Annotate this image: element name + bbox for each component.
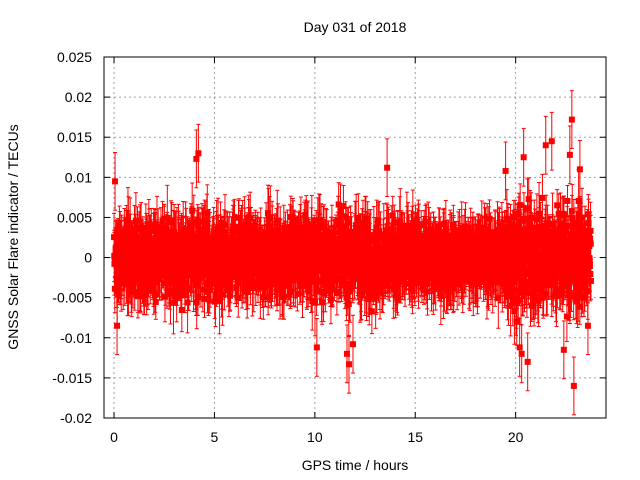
data-point <box>297 276 304 283</box>
data-point <box>233 284 240 291</box>
data-point <box>131 277 138 284</box>
data-point <box>129 268 136 275</box>
data-point <box>277 236 284 243</box>
data-point <box>170 299 177 306</box>
data-point <box>216 297 223 304</box>
data-point <box>221 221 228 228</box>
data-point <box>167 290 174 297</box>
data-point <box>241 258 248 265</box>
data-point <box>151 291 158 298</box>
data-point <box>277 279 284 286</box>
data-point <box>221 278 228 285</box>
data-point <box>220 229 227 236</box>
data-point <box>342 214 349 221</box>
data-point <box>266 223 273 230</box>
data-point <box>204 288 211 295</box>
data-point <box>152 298 159 305</box>
data-point <box>201 295 208 302</box>
data-point <box>328 229 335 236</box>
data-point <box>195 222 202 229</box>
data-point <box>303 216 310 223</box>
data-point <box>178 282 185 289</box>
data-point <box>305 225 312 232</box>
data-point <box>146 231 153 238</box>
data-point <box>297 225 304 232</box>
data-point <box>312 299 319 306</box>
data-point <box>206 234 213 241</box>
data-point <box>287 288 294 295</box>
data-point <box>217 219 224 226</box>
data-point <box>189 207 196 214</box>
data-point <box>143 225 150 232</box>
data-point <box>282 225 289 232</box>
data-point <box>152 245 159 252</box>
data-point <box>183 237 190 244</box>
data-point <box>241 221 248 228</box>
data-point <box>136 240 143 247</box>
data-point <box>318 299 325 306</box>
data-point <box>193 299 200 306</box>
data-point <box>204 210 211 217</box>
data-point <box>136 284 143 291</box>
data-point <box>267 215 274 222</box>
data-point <box>182 292 189 299</box>
data-points <box>111 90 594 416</box>
data-point <box>338 279 345 286</box>
data-point <box>257 232 264 239</box>
data-point <box>251 269 258 276</box>
data-point <box>192 281 199 288</box>
data-point <box>320 224 327 231</box>
data-point <box>340 203 347 210</box>
data-point <box>235 294 242 301</box>
data-point <box>299 282 306 289</box>
data-point <box>335 217 342 224</box>
data-point <box>171 237 178 244</box>
data-point <box>211 298 218 305</box>
data-point <box>147 259 154 266</box>
data-point <box>329 270 336 277</box>
data-point <box>197 226 204 233</box>
data-point <box>140 286 147 293</box>
data-point <box>300 273 307 280</box>
data-point <box>264 210 271 217</box>
data-point <box>311 230 318 237</box>
data-point <box>114 288 121 295</box>
data-point <box>247 215 254 222</box>
data-point <box>320 290 327 297</box>
data-point <box>188 225 195 232</box>
data-point <box>252 282 259 289</box>
data-point <box>318 219 325 226</box>
data-point <box>141 279 148 286</box>
data-point <box>132 217 139 224</box>
data-point <box>301 264 308 271</box>
data-point <box>157 224 164 231</box>
data-point <box>327 296 334 303</box>
data-point <box>304 221 311 228</box>
data-point <box>187 272 194 279</box>
data-point <box>314 226 321 233</box>
data-point <box>178 306 185 313</box>
data-point <box>302 211 309 218</box>
data-point <box>199 286 206 293</box>
data-point <box>214 275 221 282</box>
data-point <box>287 213 294 220</box>
data-point <box>308 224 315 231</box>
data-point <box>155 232 162 239</box>
data-point <box>355 214 362 221</box>
chart-title: Day 031 of 2018 <box>304 19 407 35</box>
